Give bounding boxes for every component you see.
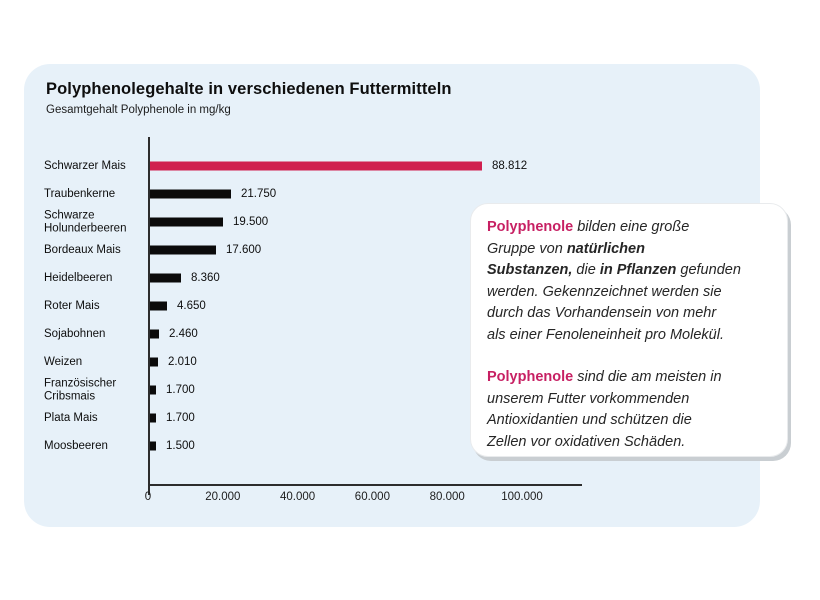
bar-value-label: 1.500 — [166, 440, 195, 452]
info-text: als einer Fenoleneinheit pro Molekül. — [487, 326, 724, 343]
x-tick-label: 100.000 — [501, 491, 543, 503]
x-tick-label: 20.000 — [205, 491, 241, 503]
bar — [150, 273, 181, 283]
x-tick-label: 0 — [144, 491, 152, 503]
info-text: bilden eine große — [573, 219, 690, 235]
accent-keyword: Polyphenole — [487, 219, 574, 235]
bar-value-label: 17.600 — [226, 244, 262, 256]
info-text: gefunden — [676, 262, 741, 278]
bar — [150, 301, 167, 311]
info-paragraph: Polyphenole sind die am meisten in unsere… — [487, 367, 775, 453]
category-label: Heidelbeeren — [44, 271, 113, 284]
category-label: Traubenkerne — [44, 187, 116, 200]
x-tick-label: 60.000 — [354, 491, 390, 503]
category-label: Schwarze Holunderbeeren — [44, 209, 127, 235]
info-text: unserem Futter vorkommenden — [487, 390, 690, 407]
x-tick-label: 80.000 — [429, 491, 465, 503]
bar — [150, 189, 231, 199]
chart-title: Polyphenolegehalte in verschiedenen Futt… — [46, 80, 452, 98]
info-line: als einer Fenoleneinheit pro Molekül. — [487, 325, 775, 347]
bar — [150, 245, 216, 255]
info-text: Antioxidantien und schützen die — [487, 412, 692, 428]
info-text: Zellen vor oxidativen Schäden. — [487, 433, 686, 450]
bar — [150, 161, 482, 171]
bar-value-label: 4.650 — [177, 300, 206, 312]
bar-value-label: 21.750 — [241, 188, 277, 200]
category-label: Weizen — [44, 355, 83, 368]
bar — [150, 413, 156, 423]
y-axis-line — [148, 137, 150, 495]
info-text: werden. Gekennzeichnet werden sie — [487, 283, 722, 300]
bar — [150, 385, 156, 395]
bar-value-label: 2.010 — [168, 356, 197, 368]
bar — [150, 329, 159, 339]
info-box-content: Polyphenole bilden eine große Gruppe von … — [487, 217, 775, 453]
info-text: durch das Vorhandensein von mehr — [487, 305, 717, 321]
info-text: Substanzen, — [487, 262, 573, 278]
bar-value-label: 88.812 — [492, 160, 528, 172]
chart-subtitle: Gesamtgehalt Polyphenole in mg/kg — [46, 104, 231, 116]
info-line: unserem Futter vorkommenden — [487, 389, 775, 411]
info-text: die — [572, 262, 600, 278]
info-text: Gruppe von — [487, 240, 567, 257]
bar — [150, 441, 156, 451]
accent-keyword: Polyphenole — [487, 369, 574, 385]
info-text: natürlichen — [566, 240, 645, 257]
bar-value-label: 1.700 — [166, 412, 195, 424]
x-tick-label: 40.000 — [280, 491, 316, 503]
info-line: durch das Vorhandensein von mehr — [487, 303, 775, 325]
category-label: Sojabohnen — [44, 327, 106, 340]
info-line: Polyphenole bilden eine große — [487, 217, 775, 239]
bar-value-label: 1.700 — [166, 384, 195, 396]
info-line: Gruppe von natürlichen — [487, 239, 775, 261]
info-line: Substanzen, die in Pflanzen gefunden — [487, 260, 775, 282]
bar — [150, 217, 223, 227]
info-line: Antioxidantien und schützen die — [487, 410, 775, 432]
bar-value-label: 8.360 — [191, 272, 220, 284]
bar-value-label: 2.460 — [169, 328, 198, 340]
category-label: Moosbeeren — [44, 439, 108, 452]
info-text: sind die am meisten in — [573, 369, 722, 385]
category-label: Plata Mais — [44, 411, 98, 424]
info-text: in Pflanzen — [599, 262, 677, 278]
info-box: Polyphenole bilden eine große Gruppe von … — [470, 203, 788, 457]
info-line: Polyphenole sind die am meisten in — [487, 367, 775, 389]
bar — [150, 357, 158, 367]
info-line: Zellen vor oxidativen Schäden. — [487, 432, 775, 454]
category-label: Bordeaux Mais — [44, 243, 121, 256]
info-paragraph: Polyphenole bilden eine große Gruppe von … — [487, 217, 775, 346]
category-label: Französischer Cribsmais — [44, 377, 117, 403]
bar-value-label: 19.500 — [233, 216, 269, 228]
category-label: Roter Mais — [44, 299, 100, 312]
info-line: werden. Gekennzeichnet werden sie — [487, 282, 775, 304]
x-axis-line — [148, 484, 582, 486]
category-label: Schwarzer Mais — [44, 159, 126, 172]
